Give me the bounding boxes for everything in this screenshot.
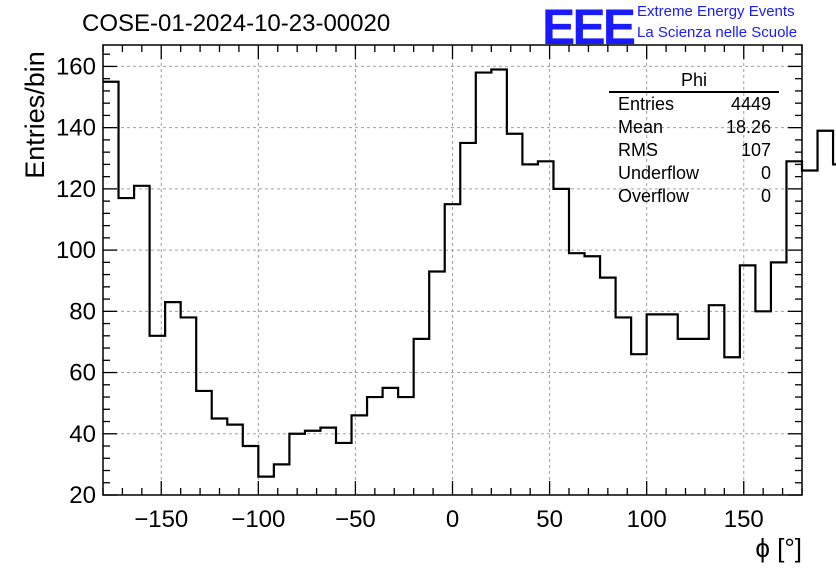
histogram-bin — [491, 69, 507, 495]
histogram-bin — [150, 336, 166, 495]
histogram-bin — [352, 415, 368, 495]
histogram-bin — [693, 339, 709, 495]
histogram-bin — [460, 143, 476, 495]
histogram-bin — [243, 446, 259, 495]
histogram-bin — [678, 339, 694, 495]
y-tick-label: 140 — [56, 115, 96, 142]
histogram-bin — [569, 253, 585, 495]
grid-lines — [103, 45, 802, 495]
histogram-bin — [662, 314, 678, 495]
stats-label: Underflow — [618, 163, 700, 183]
histogram-bin — [802, 171, 818, 495]
histogram-bin — [755, 311, 771, 495]
stats-value: 4449 — [730, 94, 771, 114]
histogram-bin — [289, 434, 305, 495]
stats-label: Mean — [618, 117, 664, 137]
y-tick-label: 60 — [69, 360, 96, 387]
y-tick-label: 160 — [56, 53, 96, 80]
histogram-bin — [724, 357, 740, 495]
histogram-outline — [103, 68, 836, 478]
histogram-bin — [383, 388, 399, 495]
histogram-bin — [119, 198, 135, 495]
histogram-bin — [103, 82, 119, 495]
histogram-bin — [476, 73, 492, 495]
histogram-bin — [165, 302, 181, 495]
y-tick-label: 20 — [69, 482, 96, 509]
histogram-bin — [134, 186, 150, 495]
histogram-bin — [771, 262, 787, 495]
stats-row: RMS 107 — [609, 139, 779, 162]
x-tick-label: −150 — [134, 506, 188, 533]
logo-subtitle-line1: Extreme Energy Events — [637, 3, 795, 20]
stats-value: 0 — [760, 186, 771, 206]
histogram-bin — [631, 354, 647, 495]
x-tick-label: 50 — [536, 506, 563, 533]
y-tick-label: 120 — [56, 176, 96, 203]
stats-title: Phi — [609, 70, 779, 93]
stats-row: Entries 4449 — [609, 93, 779, 116]
stats-label: Entries — [618, 94, 675, 114]
histogram-bin — [336, 443, 352, 495]
histogram-bin — [181, 317, 197, 495]
histogram-bin — [445, 204, 461, 495]
histogram-bin — [585, 256, 601, 495]
y-tick-label: 40 — [69, 421, 96, 448]
histogram-bin — [414, 339, 430, 495]
x-tick-label: 100 — [627, 506, 667, 533]
stats-label: Overflow — [618, 186, 690, 206]
logo-subtitle-line2: La Scienza nelle Scuole — [637, 24, 798, 41]
histogram-bin — [818, 131, 834, 495]
histogram-bin — [398, 397, 414, 495]
stats-value: 107 — [740, 140, 771, 160]
chart-title: COSE-01-2024-10-23-00020 — [82, 10, 391, 37]
histogram-bin — [647, 314, 663, 495]
y-axis-label: Entries/bin — [20, 51, 50, 179]
histogram-bin — [538, 161, 554, 495]
stats-box: Phi Entries 4449 Mean 18.26 RMS 107 Unde… — [609, 70, 779, 208]
histogram-bin — [258, 477, 274, 495]
histogram-bin — [600, 278, 616, 495]
y-tick-label: 80 — [69, 298, 96, 325]
histogram-bin — [709, 305, 725, 495]
stats-row: Mean 18.26 — [609, 116, 779, 139]
histogram-bin — [227, 425, 243, 495]
x-axis-label: ϕ [°] — [755, 533, 802, 563]
stats-label: RMS — [618, 140, 658, 160]
stats-row: Overflow 0 — [609, 185, 779, 208]
histogram-bin — [522, 164, 538, 495]
histogram-bin — [320, 428, 336, 495]
histogram-bin — [367, 397, 383, 495]
histogram-bin — [786, 161, 802, 495]
stats-value: 18.26 — [725, 117, 771, 137]
y-tick-label: 100 — [56, 237, 96, 264]
histogram-bin — [553, 189, 569, 495]
histogram-bin — [740, 265, 756, 495]
histogram-bin — [212, 418, 228, 495]
x-tick-label: 150 — [724, 506, 764, 533]
histogram-bin — [274, 464, 290, 495]
tick-labels: −150 −100 −50 0 50 100 150 20 40 60 80 100 120 140 160 — [56, 53, 764, 533]
histogram-bin — [616, 317, 632, 495]
eee-logo: EEE — [542, 0, 636, 55]
x-tick-label: −100 — [231, 506, 285, 533]
histogram-bin — [196, 391, 212, 495]
histogram-bin — [429, 272, 445, 495]
histogram-bin — [507, 134, 523, 495]
x-tick-label: −50 — [335, 506, 376, 533]
x-tick-label: 0 — [446, 506, 459, 533]
histogram-bin — [305, 431, 321, 495]
stats-row: Underflow 0 — [609, 162, 779, 185]
axis-ticks — [102, 45, 803, 496]
stats-value: 0 — [760, 163, 771, 183]
